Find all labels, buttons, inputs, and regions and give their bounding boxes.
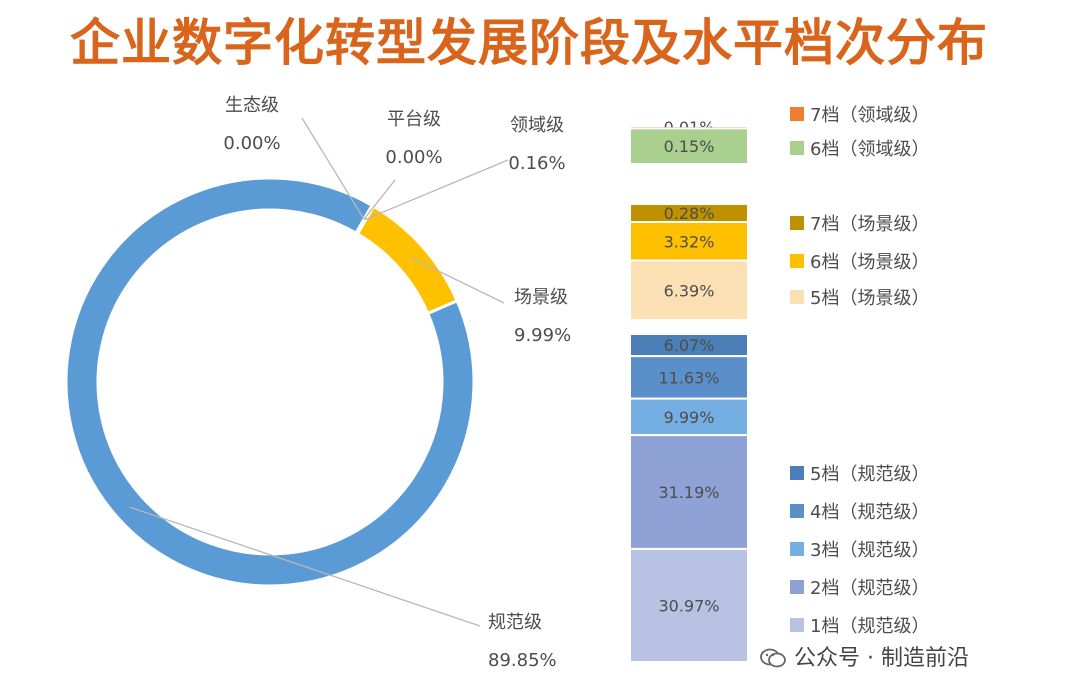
leader-line-0 <box>301 117 365 220</box>
legend-label-2-2: 3档（规范级） <box>810 540 929 561</box>
bar-label-2-3: 31.19% <box>658 483 719 502</box>
donut-slice-4 <box>64 176 476 588</box>
legend-swatch-1-1 <box>790 254 804 268</box>
slice-value-0: 0.00% <box>223 133 280 154</box>
legend-swatch-2-3 <box>790 580 804 594</box>
slice-value-3: 9.99% <box>514 325 571 346</box>
bar-label-2-1: 11.63% <box>658 368 719 387</box>
bar-label-2-2: 9.99% <box>664 408 715 427</box>
slice-name-3: 场景级 <box>514 287 568 308</box>
legend-swatch-2-2 <box>790 542 804 556</box>
leader-line-1 <box>363 179 396 220</box>
slice-name-4: 规范级 <box>488 612 542 633</box>
legend-swatch-2-1 <box>790 504 804 518</box>
legend-label-1-0: 7档（场景级） <box>810 214 929 235</box>
bar-label-1-0: 0.28% <box>664 204 715 223</box>
legend-swatch-1-2 <box>790 290 804 304</box>
bar-label-0-1: 0.15% <box>664 137 715 156</box>
legend-label-0-0: 7档（领域级） <box>810 105 929 126</box>
legend-label-1-1: 6档（场景级） <box>810 252 929 273</box>
legend-swatch-2-0 <box>790 466 804 480</box>
legend-swatch-2-4 <box>790 618 804 632</box>
legend-label-2-1: 4档（规范级） <box>810 502 929 523</box>
leader-line-2 <box>364 159 509 221</box>
legend-swatch-0-1 <box>790 141 804 155</box>
donut-slice-3 <box>355 204 460 316</box>
legend-swatch-0-0 <box>790 107 804 121</box>
legend-label-2-4: 1档（规范级） <box>810 616 929 637</box>
bar-segment-2-4 <box>629 547 749 663</box>
wechat-icon <box>760 648 786 668</box>
leader-line-4 <box>129 506 481 627</box>
legend-swatch-1-0 <box>790 216 804 230</box>
bar-segment-0-1 <box>629 127 749 165</box>
bar-segment-1-2 <box>629 259 749 321</box>
bar-label-1-2: 6.39% <box>664 281 715 300</box>
legend-label-2-0: 5档（规范级） <box>810 464 929 485</box>
slice-name-0: 生态级 <box>225 95 279 116</box>
legend-label-1-2: 5档（场景级） <box>810 288 929 309</box>
bar-label-2-4: 30.97% <box>658 596 719 615</box>
slice-value-4: 89.85% <box>488 650 557 671</box>
slice-name-1: 平台级 <box>387 109 441 130</box>
slice-value-1: 0.00% <box>385 147 442 168</box>
watermark: 公众号 · 制造前沿 <box>760 640 969 672</box>
leader-line-3 <box>410 256 505 304</box>
chart-title: 企业数字化转型发展阶段及水平档次分布 <box>70 14 988 72</box>
slice-value-2: 0.16% <box>508 153 565 174</box>
legend-label-0-1: 6档（领域级） <box>810 139 929 160</box>
legend-label-2-3: 2档（规范级） <box>810 578 929 599</box>
slice-name-2: 领域级 <box>510 115 564 136</box>
bar-label-1-1: 3.32% <box>664 232 715 251</box>
watermark-text: 公众号 · 制造前沿 <box>794 646 969 671</box>
bar-label-2-0: 6.07% <box>664 336 715 355</box>
